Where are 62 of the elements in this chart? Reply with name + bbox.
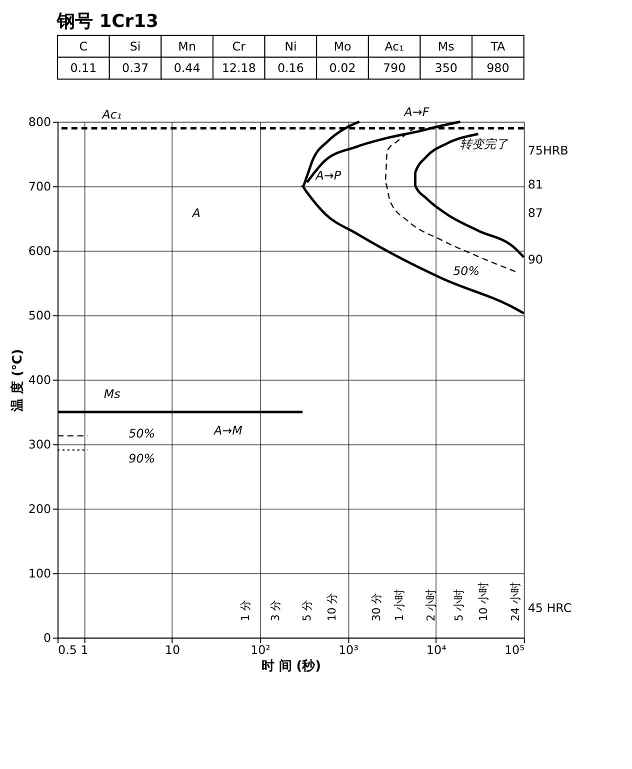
x-tick-label: 10 (164, 643, 180, 658)
annotation: 1 小时 (392, 588, 406, 622)
annotation: 30 分 (370, 592, 383, 622)
category-label: Cr (232, 39, 246, 54)
x-axis-title: 时 间 (秒) (261, 658, 322, 674)
y-tick-label: 600 (28, 244, 52, 258)
annotation: 1 分 (239, 600, 252, 622)
annotation: 50% (453, 264, 480, 278)
annotation: 3 分 (268, 600, 282, 622)
x-tick-label: 1 (80, 643, 88, 658)
category-label: TA (490, 39, 506, 54)
data-label: 790 (382, 61, 406, 76)
category-label: Mo (334, 39, 352, 54)
category-label: C (79, 39, 88, 54)
y-tick-label: 100 (28, 566, 52, 581)
annotation: 5 分 (300, 600, 314, 622)
annotation: 5 小时 (452, 588, 466, 622)
x-tick-label: 10⁵ (504, 643, 525, 658)
x-tick-label: 10³ (338, 643, 359, 658)
category-label: Ni (284, 39, 297, 54)
y-tick-label: 200 (28, 502, 52, 516)
ref-line-label: Ac₁ (101, 107, 122, 122)
annotation: 10 分 (325, 592, 338, 622)
annotation: 90% (128, 452, 156, 466)
text: A→F (403, 105, 430, 120)
category-label: Si (130, 39, 141, 54)
annotation: A (191, 206, 201, 220)
annotation: 转变完了 (460, 136, 510, 151)
annotation: 2 小时 (424, 588, 438, 622)
category-label: Ms (438, 39, 454, 54)
annotation: A→M (213, 424, 242, 438)
y-tick-label: 800 (28, 115, 52, 130)
y-tick-label: 500 (28, 308, 52, 323)
annotation: 10 小时 (477, 582, 490, 622)
text: 45 HRC (528, 600, 572, 615)
data-label: 980 (486, 61, 510, 76)
text: 75HRB (528, 144, 568, 158)
category-label: Ac₁ (384, 39, 404, 54)
data-label: 0.44 (174, 61, 200, 76)
y-tick-label: 300 (28, 438, 52, 452)
y-tick-label: 700 (28, 180, 52, 194)
x-tick-label: 0.5 (58, 643, 77, 658)
x-tick-label: 10⁴ (426, 643, 447, 658)
annotation: 50% (128, 426, 156, 441)
text: 87 (528, 206, 543, 220)
category-label: Mn (178, 39, 196, 54)
text: 90 (528, 252, 543, 266)
data-label: 350 (434, 61, 458, 76)
y-axis-title: 温 度 (℃) (9, 349, 26, 412)
data-label: 0.11 (70, 61, 97, 76)
y-tick-label: 400 (28, 373, 52, 388)
data-label: 0.37 (122, 61, 149, 76)
text: 钢号 1Cr13 (56, 11, 158, 32)
data-label: 0.16 (277, 61, 304, 76)
annotation: 24 小时 (508, 582, 522, 622)
text: 81 (528, 177, 543, 192)
data-label: 0.02 (329, 61, 356, 76)
y-tick-label: 0 (44, 631, 52, 646)
x-tick-label: 10² (250, 643, 271, 658)
data-label: 12.18 (222, 61, 256, 76)
annotation: A→P (314, 168, 342, 183)
annotation: Ms (104, 387, 120, 402)
